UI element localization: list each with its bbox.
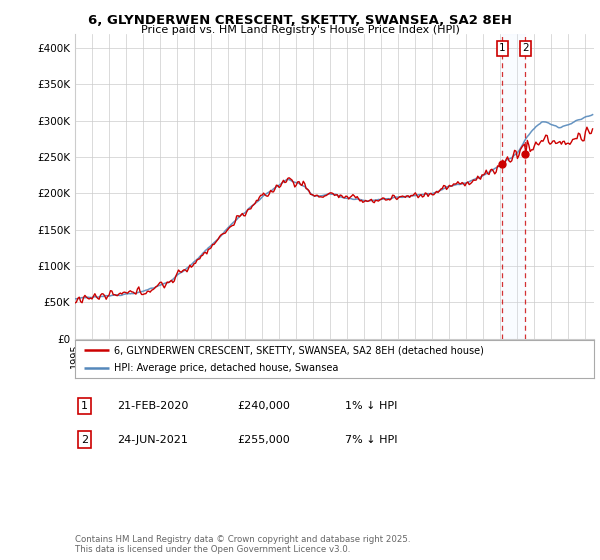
Bar — [502, 34, 526, 339]
Text: 7% ↓ HPI: 7% ↓ HPI — [345, 435, 398, 445]
Text: 6, GLYNDERWEN CRESCENT, SKETTY, SWANSEA, SA2 8EH: 6, GLYNDERWEN CRESCENT, SKETTY, SWANSEA,… — [88, 14, 512, 27]
Text: 21-FEB-2020: 21-FEB-2020 — [117, 401, 188, 411]
Text: 1: 1 — [81, 401, 88, 411]
Text: 1% ↓ HPI: 1% ↓ HPI — [345, 401, 397, 411]
Text: £255,000: £255,000 — [237, 435, 290, 445]
Text: 24-JUN-2021: 24-JUN-2021 — [117, 435, 188, 445]
Text: £240,000: £240,000 — [237, 401, 290, 411]
Text: Price paid vs. HM Land Registry's House Price Index (HPI): Price paid vs. HM Land Registry's House … — [140, 25, 460, 35]
Text: 2: 2 — [522, 43, 529, 53]
Text: Contains HM Land Registry data © Crown copyright and database right 2025.
This d: Contains HM Land Registry data © Crown c… — [75, 535, 410, 554]
Text: 2: 2 — [81, 435, 88, 445]
Text: 1: 1 — [499, 43, 506, 53]
Text: HPI: Average price, detached house, Swansea: HPI: Average price, detached house, Swan… — [114, 363, 338, 373]
Text: 6, GLYNDERWEN CRESCENT, SKETTY, SWANSEA, SA2 8EH (detached house): 6, GLYNDERWEN CRESCENT, SKETTY, SWANSEA,… — [114, 345, 484, 355]
